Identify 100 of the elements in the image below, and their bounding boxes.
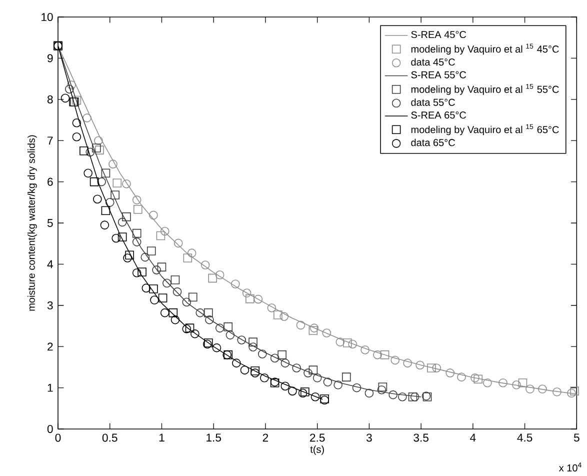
- point: [240, 366, 250, 374]
- text: x 10$^{4}$: [558, 462, 582, 472]
- point: [312, 374, 322, 382]
- point: [432, 364, 442, 372]
- y-tick-label: 8: [47, 95, 53, 104]
- point: [298, 388, 308, 398]
- point: [204, 308, 213, 318]
- point: [470, 374, 480, 382]
- legend-label: data 65°C: [411, 138, 455, 146]
- point: [246, 294, 254, 304]
- point: [380, 350, 390, 360]
- point: [122, 212, 131, 222]
- point: [156, 231, 166, 240]
- point: [427, 364, 436, 372]
- point: [446, 368, 455, 378]
- point: [300, 388, 310, 396]
- point: [133, 205, 142, 214]
- point: [280, 358, 290, 368]
- point: [97, 177, 106, 186]
- x-tick-label: 4: [470, 434, 476, 442]
- point: [95, 146, 104, 154]
- point: [101, 168, 110, 178]
- point: [190, 329, 200, 338]
- point: [149, 284, 158, 294]
- point: [157, 262, 166, 272]
- point: [149, 210, 158, 220]
- point: [457, 372, 466, 382]
- point: [280, 312, 289, 321]
- point: [310, 324, 319, 332]
- point: [110, 190, 120, 200]
- point: [72, 118, 82, 128]
- point: [323, 378, 332, 386]
- point: [94, 136, 103, 145]
- point: [122, 179, 131, 188]
- legend-label: modeling by Vaquiro et al $^{15}$ 55°C: [411, 84, 559, 95]
- y-tick-label: 2: [48, 342, 53, 351]
- point: [187, 248, 196, 258]
- point: [93, 194, 102, 204]
- point: [377, 385, 386, 394]
- point: [570, 386, 579, 396]
- y-tick-label: 9: [48, 54, 53, 62]
- point: [416, 360, 424, 370]
- x-tick-label: 5: [574, 434, 580, 442]
- point: [348, 340, 357, 349]
- point: [267, 303, 276, 312]
- y-tick-label: 7: [48, 136, 53, 144]
- x-tick-label: 4.5: [517, 434, 532, 442]
- point: [132, 196, 142, 204]
- point: [146, 246, 156, 256]
- point: [72, 132, 82, 142]
- point: [474, 374, 483, 384]
- x-tick-label: 2.5: [310, 434, 325, 442]
- point: [183, 254, 192, 262]
- y-axis-title: moisture content(kg water/kg dry solids): [28, 135, 37, 311]
- y-tick-label: 4: [47, 260, 53, 268]
- legend-label: S-REA 65°C: [411, 112, 466, 119]
- point: [142, 284, 151, 292]
- point: [72, 96, 82, 105]
- point: [373, 350, 382, 360]
- point: [280, 382, 290, 391]
- point: [80, 146, 88, 156]
- point: [138, 268, 146, 276]
- point: [84, 168, 92, 178]
- x-tick-label: 0: [55, 434, 61, 442]
- point: [105, 198, 114, 207]
- point: [248, 338, 258, 346]
- y-tick-label: 6: [48, 178, 53, 186]
- point: [182, 324, 192, 334]
- legend-label: S-REA 55°C: [411, 71, 466, 78]
- point: [308, 366, 318, 374]
- x-tick-label: 1: [159, 434, 164, 442]
- point: [288, 386, 297, 396]
- point: [100, 220, 110, 230]
- x-tick-label: 3: [366, 434, 372, 442]
- point: [498, 378, 508, 388]
- point: [172, 287, 182, 296]
- point: [170, 315, 180, 324]
- point: [215, 270, 224, 280]
- point: [132, 268, 142, 278]
- point: [90, 177, 99, 186]
- y-tick-label: 10: [42, 12, 53, 22]
- legend-label: modeling by Vaquiro et al $^{15}$ 65°C: [411, 124, 559, 136]
- point: [334, 380, 342, 390]
- point: [160, 226, 170, 236]
- point: [274, 310, 282, 320]
- point: [308, 326, 318, 335]
- x-tick-label: 2: [262, 434, 268, 442]
- point: [230, 280, 240, 288]
- point: [123, 254, 132, 262]
- point: [296, 320, 306, 330]
- x-tick-label: 1.5: [206, 434, 222, 442]
- legend-label: S-REA 45°C: [411, 30, 466, 38]
- point: [160, 308, 170, 318]
- point: [304, 368, 312, 378]
- point: [132, 228, 142, 238]
- legend-label: modeling by Vaquiro et al $^{15}$ 45°C: [411, 44, 559, 55]
- point: [232, 358, 241, 368]
- point: [260, 374, 269, 382]
- point: [343, 338, 352, 348]
- point: [526, 384, 534, 394]
